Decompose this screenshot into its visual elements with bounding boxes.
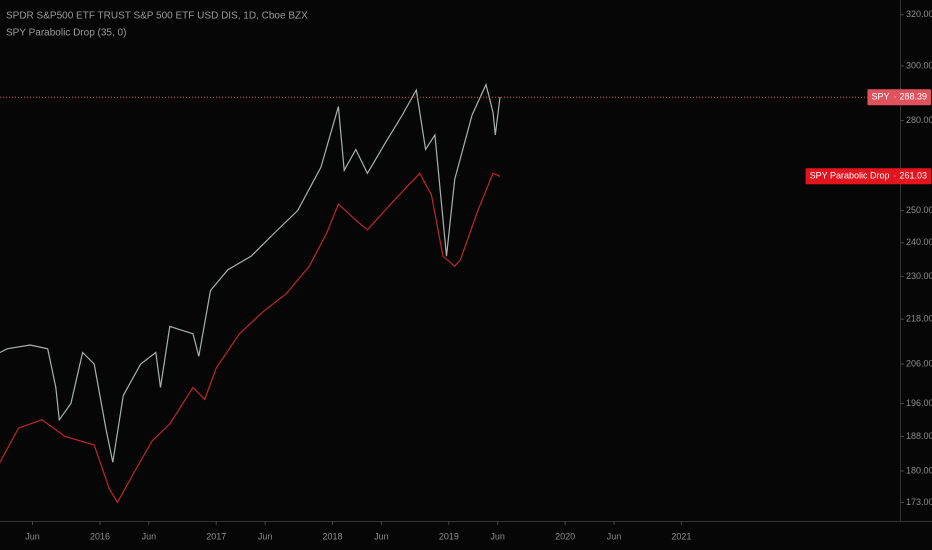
x-tick-label: Jun xyxy=(142,531,157,541)
price-label-box xyxy=(805,168,931,185)
series-line xyxy=(0,172,501,504)
x-tick-label: Jun xyxy=(607,531,622,541)
x-tick-label: 2019 xyxy=(439,531,459,541)
chart-title: SPDR S&P500 ETF TRUST S&P 500 ETF USD DI… xyxy=(6,11,308,22)
x-tick-label: 2016 xyxy=(90,531,110,541)
y-tick-label: 218.00 xyxy=(906,313,932,323)
y-tick-label: 173.00 xyxy=(906,497,932,507)
y-tick-label: 188.00 xyxy=(906,431,932,441)
x-tick-label: Jun xyxy=(25,531,40,541)
price-label-value: 261.03 xyxy=(899,171,927,181)
price-label-value: 288.39 xyxy=(899,92,927,102)
price-label-sep: · xyxy=(893,92,896,102)
y-tick-label: 206.00 xyxy=(906,358,932,368)
x-tick-label: 2020 xyxy=(555,531,575,541)
y-tick-label: 320.00 xyxy=(906,9,932,19)
chart-subtitle: SPY Parabolic Drop (35, 0) xyxy=(6,28,126,39)
series-line xyxy=(0,82,501,463)
price-label-box xyxy=(867,89,931,106)
y-tick-label: 196.00 xyxy=(906,398,932,408)
price-label: SPY 288.39· xyxy=(867,89,931,106)
price-label-name: SPY Parabolic Drop xyxy=(810,171,890,181)
y-tick-label: 280.00 xyxy=(906,115,932,125)
price-label: SPY Parabolic Drop 261.03· xyxy=(805,168,931,185)
x-tick-label: 2017 xyxy=(206,531,226,541)
x-tick-label: Jun xyxy=(374,531,389,541)
x-tick-label: Jun xyxy=(490,531,505,541)
y-tick-label: 300.00 xyxy=(906,60,932,70)
price-label-name: SPY xyxy=(871,92,889,102)
y-tick-label: 180.00 xyxy=(906,465,932,475)
price-label-sep: · xyxy=(893,171,896,181)
x-tick-label: 2021 xyxy=(671,531,691,541)
x-tick-label: Jun xyxy=(258,531,273,541)
y-tick-label: 240.00 xyxy=(906,237,932,247)
y-tick-label: 250.00 xyxy=(906,205,932,215)
x-tick-label: 2018 xyxy=(323,531,343,541)
y-tick-label: 230.00 xyxy=(906,271,932,281)
